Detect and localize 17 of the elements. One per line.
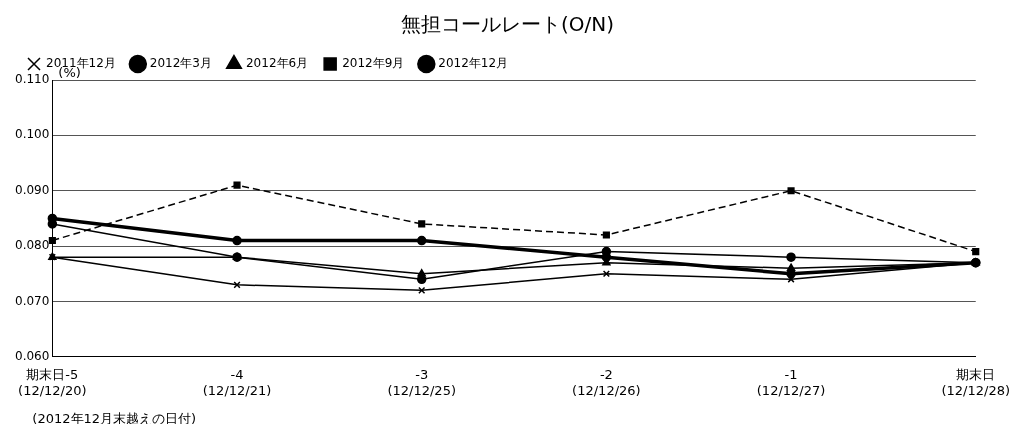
x-tick-label: -1 (12/12/27) [756, 366, 826, 398]
x-tick-label: 期末日 (12/12/28) [941, 366, 1010, 398]
y-tick-label: 0.100 [14, 127, 50, 142]
legend-label: 2012年6月 [245, 56, 309, 71]
x-tick-label: -3 (12/12/25) [387, 366, 456, 398]
y-tick-label: 0.110 [14, 72, 50, 87]
x-tick-label: -2 (12/12/26) [572, 366, 641, 398]
x-tick-label: 期末日-5 (12/12/20) [18, 366, 87, 398]
y-tick-label: 0.090 [14, 182, 50, 197]
legend-label: 2012年9月 [342, 56, 405, 71]
y-tick-label: 0.070 [14, 293, 50, 308]
y-tick-label: 0.080 [14, 238, 50, 253]
y-tick-label: 0.060 [14, 348, 50, 363]
legend-label: 2012年12月 [438, 56, 509, 71]
legend-label: 2012年3月 [149, 56, 212, 71]
chart-title: 無担コールレート(O/N) [400, 12, 615, 37]
x-tick-label: -4 (12/12/21) [202, 366, 272, 398]
